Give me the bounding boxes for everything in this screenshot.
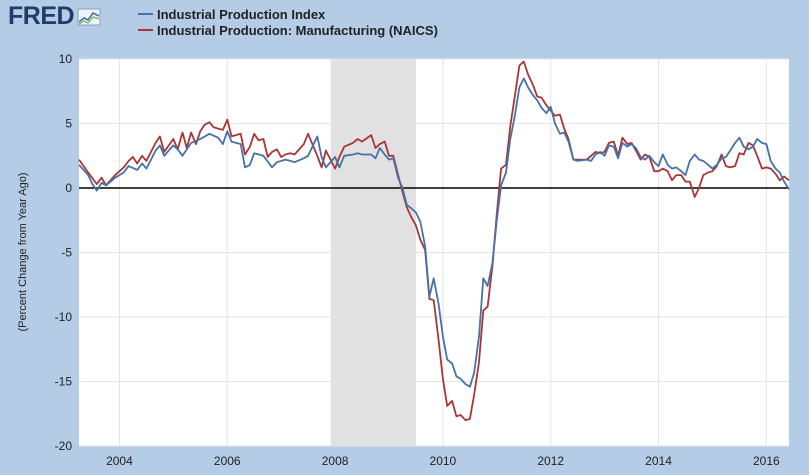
x-tick-labels: 2004 2006 2008 2010 2012 2014 2016 [106,454,780,468]
legend-swatch [138,29,153,31]
x-tick-label: 2016 [753,454,780,468]
series-line [78,60,790,422]
y-tick-label: -5 [61,246,72,260]
legend-item[interactable]: Industrial Production: Manufacturing (NA… [138,22,438,38]
x-tick-label: 2006 [214,454,241,468]
x-tick-label: 2012 [537,454,564,468]
x-tick-label: 2010 [430,454,457,468]
x-tick-label: 2004 [106,454,133,468]
y-axis-label: (Percent Change from Year Ago) [17,173,29,332]
legend: Industrial Production Index Industrial P… [138,6,438,38]
y-tick-label: -20 [55,439,73,453]
legend-label: Industrial Production Index [157,6,326,22]
fred-logo[interactable]: FRED [8,4,101,29]
legend-item[interactable]: Industrial Production Index [138,6,438,22]
y-tick-labels: 10 5 0 -5 -10 -15 -20 [55,52,73,453]
gridlines [79,58,789,447]
y-tick-label: -10 [55,310,73,324]
legend-label: Industrial Production: Manufacturing (NA… [157,22,438,38]
series [78,60,790,422]
logo-text: FRED [8,2,75,30]
y-tick-label: 0 [65,181,72,195]
series-line [78,77,790,388]
x-tick-label: 2014 [645,454,672,468]
x-tick-label: 2008 [322,454,349,468]
chart-line-icon [77,8,101,25]
y-tick-label: 10 [59,52,73,66]
legend-swatch [138,13,153,15]
y-tick-label: 5 [65,117,72,131]
y-tick-label: -15 [55,375,73,389]
